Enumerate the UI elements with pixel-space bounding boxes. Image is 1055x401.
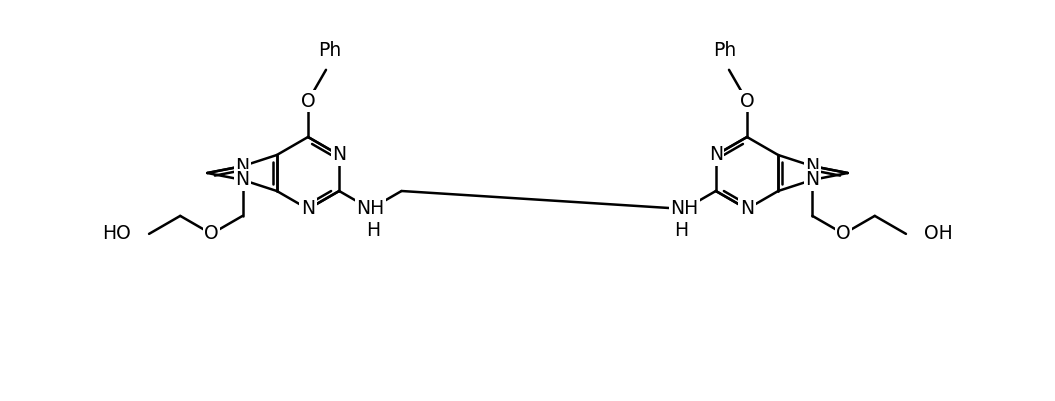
- Text: O: O: [837, 225, 851, 243]
- Text: H: H: [674, 221, 689, 241]
- Text: OH: OH: [924, 225, 953, 243]
- Text: NH: NH: [671, 200, 698, 219]
- Text: N: N: [805, 157, 820, 176]
- Text: N: N: [740, 200, 754, 219]
- Text: Ph: Ph: [713, 41, 736, 59]
- Text: N: N: [301, 200, 315, 219]
- Text: N: N: [332, 146, 346, 164]
- Text: Ph: Ph: [319, 41, 342, 59]
- Text: O: O: [740, 91, 754, 111]
- Text: N: N: [235, 170, 250, 189]
- Text: HO: HO: [102, 225, 131, 243]
- Text: O: O: [204, 225, 218, 243]
- Text: H: H: [366, 221, 381, 241]
- Text: N: N: [235, 157, 250, 176]
- Text: N: N: [805, 170, 820, 189]
- Text: NH: NH: [357, 200, 384, 219]
- Text: N: N: [709, 146, 723, 164]
- Text: O: O: [301, 91, 315, 111]
